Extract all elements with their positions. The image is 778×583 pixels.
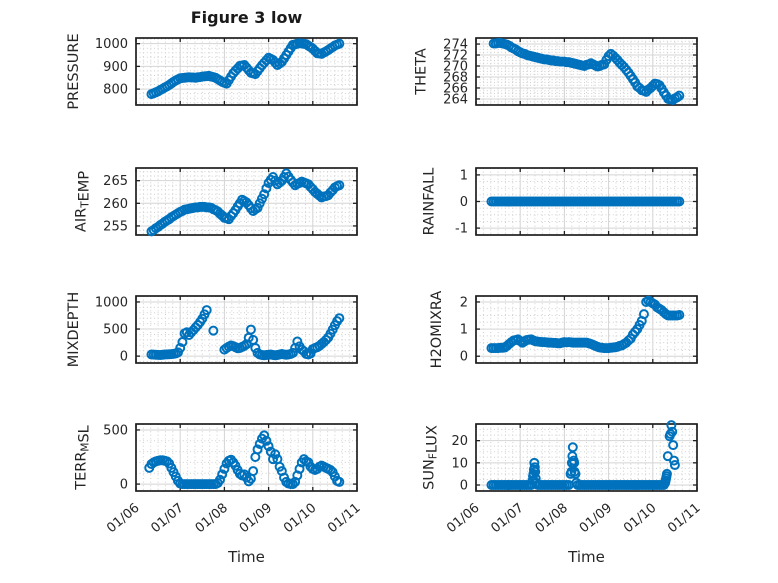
y-tick-label: 10 bbox=[451, 456, 468, 471]
series-pressure bbox=[146, 38, 345, 100]
y-tick-label: 0 bbox=[460, 195, 468, 210]
series-sun_flux bbox=[486, 420, 680, 491]
y-tick-label: 900 bbox=[103, 60, 128, 75]
x-axis-label-left: Time bbox=[228, 548, 265, 566]
x-axis-label-right: Time bbox=[568, 548, 605, 566]
y-tick-label: 270 bbox=[443, 60, 468, 75]
y-tick-label: 1 bbox=[460, 168, 468, 183]
x-tick-label: 01/06 bbox=[444, 501, 482, 537]
y-tick-label: 266 bbox=[443, 81, 468, 96]
ylabel-pressure: PRESSURE bbox=[66, 33, 82, 109]
x-tick-label: 01/08 bbox=[533, 501, 571, 537]
y-tick-label: 255 bbox=[103, 219, 128, 234]
subplot-sun_flux: 0 10 20 01/06 01/07 01/08 01/09 01/10 01/11 SUNFL… bbox=[421, 420, 704, 536]
x-tick-label: 01/07 bbox=[488, 501, 526, 537]
y-tick-label: 272 bbox=[443, 49, 468, 64]
series-theta bbox=[488, 37, 685, 106]
x-tick-label: 01/07 bbox=[148, 501, 186, 537]
figure-title: Figure 3 low bbox=[190, 8, 303, 27]
y-tick-label: 1000 bbox=[95, 37, 128, 52]
x-tick-label: 01/10 bbox=[281, 501, 319, 537]
series-air_temp bbox=[146, 168, 345, 237]
series-mixdepth bbox=[146, 305, 345, 361]
y-tick-label: 20 bbox=[451, 434, 468, 449]
y-tick-label: 1000 bbox=[95, 295, 128, 310]
x-tick-label: 01/10 bbox=[621, 501, 659, 537]
y-tick-label: 0 bbox=[460, 479, 468, 494]
subplot-mixdepth: 0 500 1000 MIXDEPTH bbox=[66, 292, 358, 367]
subplot-h2omixra: 0 1 2 H2OMIXRA bbox=[429, 291, 698, 368]
y-tick-label: -1 bbox=[455, 222, 468, 237]
x-tick-label: 01/06 bbox=[104, 501, 142, 537]
series-rainfall bbox=[486, 196, 685, 207]
series-terr_msl bbox=[144, 430, 345, 490]
x-tick-label: 01/09 bbox=[577, 501, 615, 537]
subplot-terr_msl: 0 500 01/06 01/07 01/08 01/09 01/10 01/11 TERRMS… bbox=[74, 423, 364, 536]
x-tick-label: 01/08 bbox=[193, 501, 231, 537]
y-tick-label: 0 bbox=[120, 478, 128, 493]
y-tick-label: 2 bbox=[460, 295, 468, 310]
y-tick-label: 264 bbox=[443, 92, 468, 107]
y-tick-label: 260 bbox=[103, 197, 128, 212]
ylabel-h2omixra: H2OMIXRA bbox=[429, 291, 445, 369]
subplot-pressure: 800 900 1000 PRESSURE bbox=[66, 33, 358, 110]
y-tick-label: 268 bbox=[443, 70, 468, 85]
ylabel-rainfall: RAINFALL bbox=[421, 168, 437, 236]
y-tick-label: 265 bbox=[103, 174, 128, 189]
ylabel-sun_flux: SUNFLUX bbox=[421, 425, 440, 490]
y-tick-label: 500 bbox=[103, 323, 128, 338]
ylabel-theta: THETA bbox=[414, 48, 430, 96]
y-tick-label: 1 bbox=[460, 323, 468, 338]
ylabel-terr_msl: TERRMSL bbox=[74, 425, 93, 491]
y-tick-label: 0 bbox=[120, 350, 128, 365]
subplot-rainfall: -1 0 1 RAINFALL bbox=[421, 167, 698, 237]
x-tick-label: 01/11 bbox=[325, 501, 363, 537]
ylabel-air_temp: AIRTEMP bbox=[74, 171, 93, 232]
series-h2omixra bbox=[486, 295, 685, 354]
y-tick-label: 0 bbox=[460, 350, 468, 365]
ylabel-mixdepth: MIXDEPTH bbox=[66, 292, 82, 368]
y-tick-label: 274 bbox=[443, 38, 468, 53]
x-tick-label: 01/09 bbox=[237, 501, 275, 537]
subplot-air_temp: 255 260 265 AIRTEMP bbox=[74, 167, 358, 237]
y-tick-label: 500 bbox=[103, 423, 128, 438]
y-tick-label: 800 bbox=[103, 83, 128, 98]
x-tick-label: 01/11 bbox=[665, 501, 703, 537]
